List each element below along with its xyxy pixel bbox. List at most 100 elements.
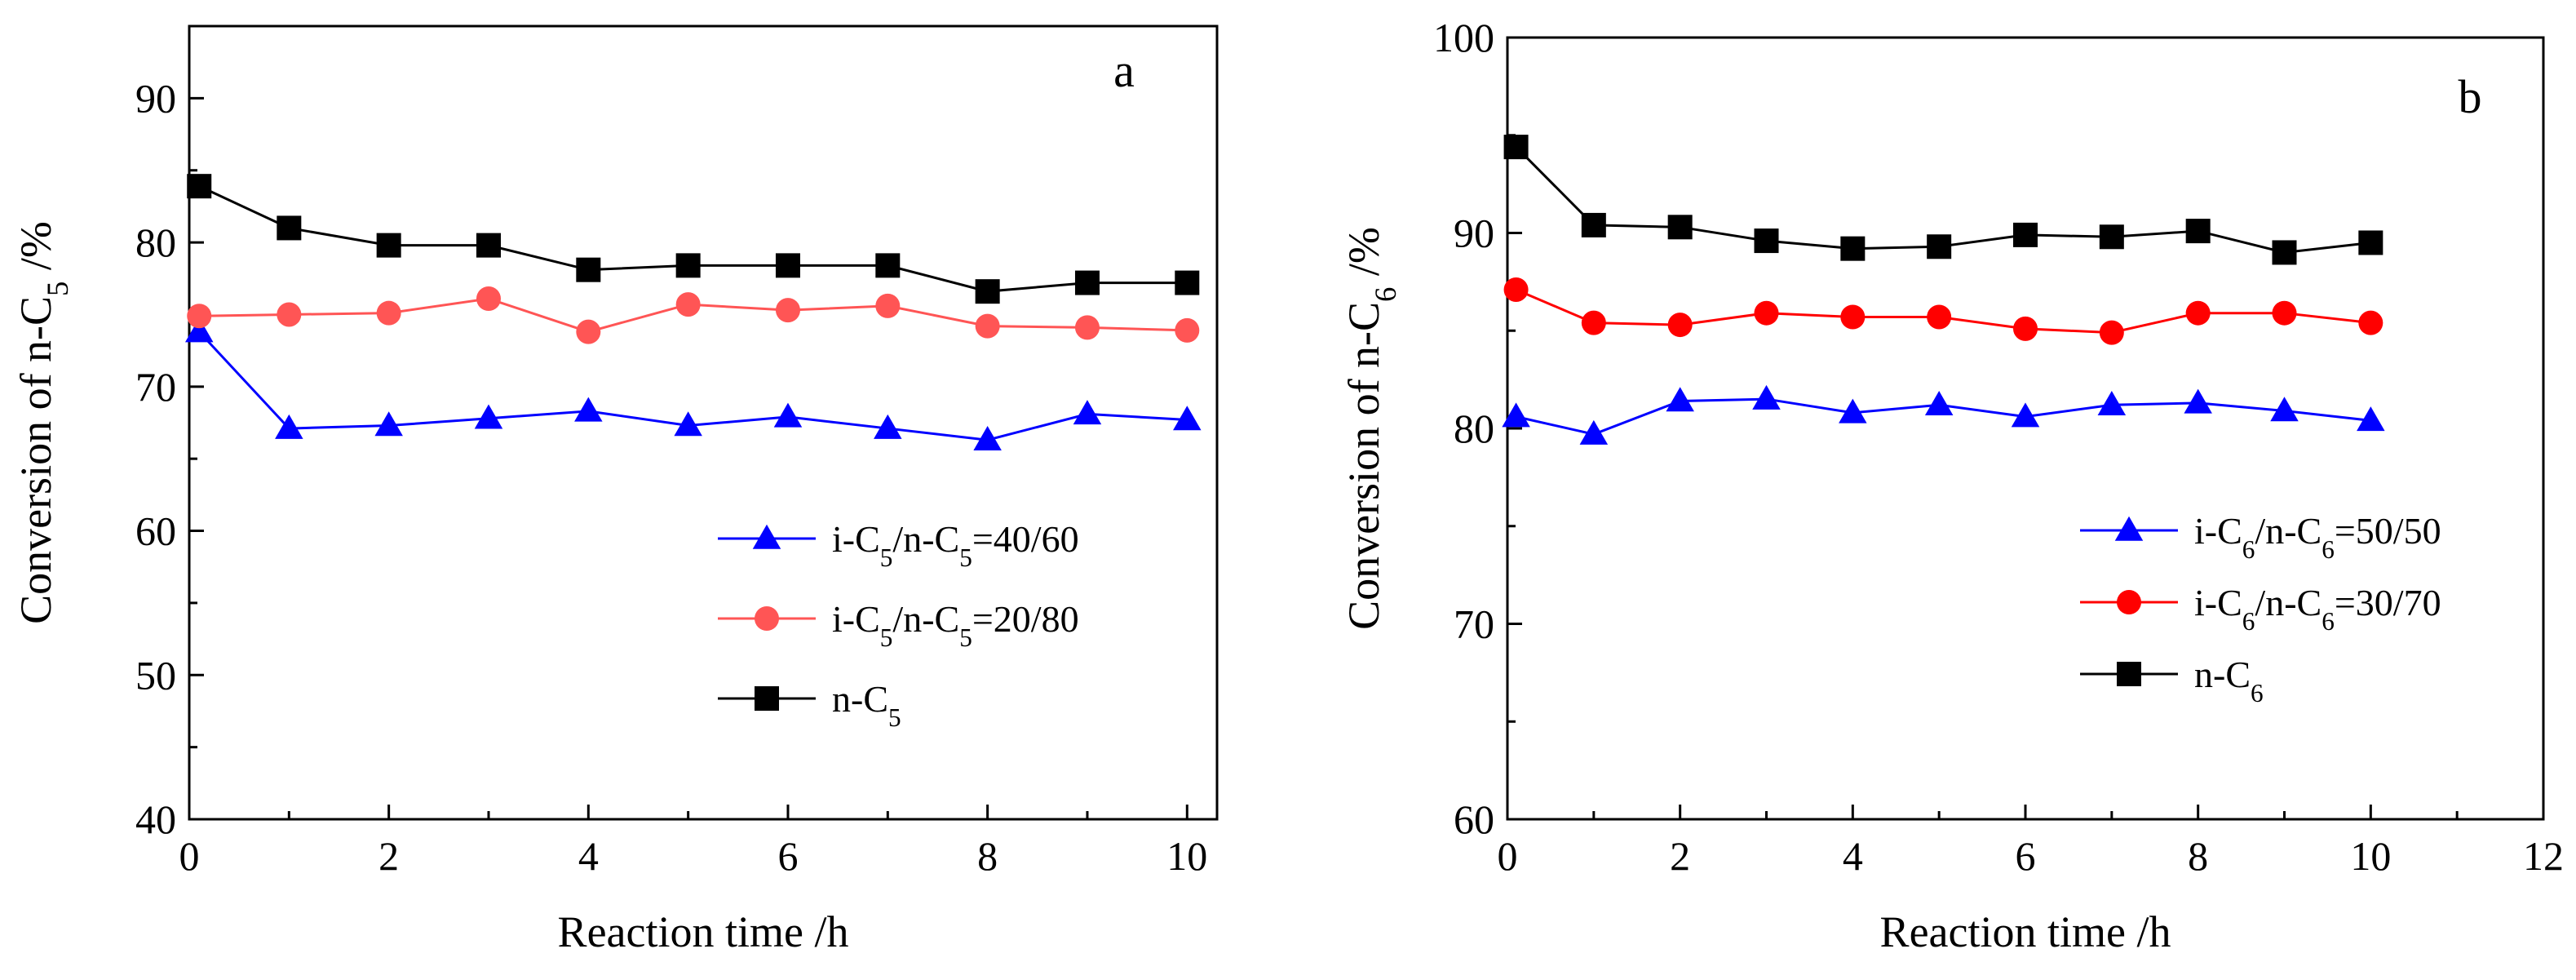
data-point-circle	[277, 302, 302, 327]
x-tick-label: 0	[179, 833, 200, 879]
plot-frame	[188, 24, 1219, 821]
legend-label: i-C5/n-C5=20/80	[832, 598, 1079, 652]
y-axis-title: Conversion of n-C6 /%	[1339, 227, 1402, 630]
y-tick-label: 60	[135, 508, 176, 554]
data-point-triangle	[2184, 388, 2212, 414]
data-point-square	[975, 279, 1000, 304]
data-point-triangle	[2357, 406, 2385, 432]
data-point-square	[476, 233, 501, 258]
panel-label: a	[1113, 44, 1135, 97]
x-tick-label: 2	[378, 833, 399, 879]
chart-panel-a: 0 2 4 6 8 10 40 50 60 70 80 90 Reaction time /h Conve…	[11, 24, 1219, 956]
legend-label: n-C6	[2194, 654, 2264, 707]
data-point-circle	[975, 313, 1000, 339]
data-point-square	[1927, 234, 1952, 259]
legend-marker	[752, 524, 781, 549]
data-point-triangle	[1839, 398, 1867, 423]
data-point-circle	[1581, 310, 1606, 335]
data-point-circle	[2013, 316, 2038, 341]
x-tick-label: 6	[2016, 833, 2036, 879]
x-tick-label: 6	[777, 833, 798, 879]
data-point-circle	[1667, 313, 1693, 338]
data-point-square	[187, 174, 212, 199]
y-tick-label: 80	[135, 220, 176, 265]
data-point-square	[2013, 222, 2038, 247]
data-point-circle	[187, 304, 212, 329]
legend-marker	[2117, 590, 2141, 614]
data-point-triangle	[973, 425, 1002, 450]
data-point-triangle	[674, 411, 702, 437]
legend-label: n-C5	[832, 678, 901, 732]
data-point-circle	[576, 319, 601, 344]
legend-marker	[2117, 662, 2141, 686]
y-axis-title: Conversion of n-C5 /%	[11, 221, 74, 624]
x-tick-label: 8	[977, 833, 998, 879]
data-point-triangle	[474, 404, 503, 429]
data-point-square	[2358, 230, 2383, 255]
data-point-circle	[1754, 300, 1779, 326]
y-tick-label: 90	[135, 75, 176, 121]
data-point-square	[2099, 224, 2124, 250]
data-point-triangle	[275, 414, 303, 439]
x-tick-label: 4	[1843, 833, 1863, 879]
y-tick-label: 50	[135, 652, 176, 698]
data-point-circle	[376, 300, 401, 326]
y-tick-label: 40	[135, 796, 176, 842]
data-point-triangle	[1924, 391, 1954, 416]
data-point-square	[1581, 212, 1606, 237]
data-point-circle	[2185, 300, 2211, 326]
x-tick-label: 4	[578, 833, 599, 879]
y-tick-label: 100	[1433, 15, 1494, 60]
legend-marker	[755, 606, 779, 631]
y-tick-label: 80	[1454, 406, 1494, 451]
data-point-square	[1074, 270, 1100, 295]
data-point-square	[576, 257, 601, 282]
legend-label: i-C6/n-C6=30/70	[2194, 582, 2441, 636]
legend-marker	[2114, 516, 2144, 541]
data-point-circle	[1927, 304, 1952, 330]
data-point-circle	[2099, 320, 2124, 345]
data-point-circle	[675, 292, 701, 317]
data-point-circle	[1074, 315, 1100, 340]
data-point-square	[1667, 215, 1693, 240]
data-point-triangle	[184, 317, 214, 343]
data-point-square	[2185, 219, 2211, 244]
data-point-circle	[1840, 304, 1866, 330]
data-point-square	[875, 253, 901, 278]
data-point-triangle	[1073, 400, 1102, 425]
data-point-triangle	[574, 397, 603, 422]
data-point-square	[376, 233, 401, 258]
x-axis-title: Reaction time /h	[1880, 907, 2171, 956]
data-point-triangle	[874, 414, 902, 439]
legend-label: i-C5/n-C5=40/60	[832, 518, 1079, 572]
x-axis-title: Reaction time /h	[558, 907, 849, 956]
data-point-triangle	[1579, 419, 1609, 445]
panel-label: b	[2459, 70, 2482, 123]
data-point-triangle	[1173, 406, 1202, 431]
data-point-square	[675, 253, 701, 278]
data-point-circle	[1503, 277, 1529, 302]
data-point-circle	[875, 293, 901, 318]
data-point-circle	[1175, 317, 1200, 343]
data-point-circle	[2358, 310, 2383, 335]
chart-panel-b: 0 2 4 6 8 10 12 60 70 80 90 100 Reaction time /h Conv…	[1339, 15, 2564, 956]
data-point-circle	[476, 286, 501, 312]
data-point-triangle	[2011, 402, 2040, 428]
data-point-circle	[2272, 300, 2297, 326]
legend-label: i-C6/n-C6=50/50	[2194, 510, 2441, 564]
legend: i-C5/n-C5=40/60 i-C5/n-C5=20/80 n-C5	[718, 518, 1079, 732]
legend: i-C6/n-C6=50/50 i-C6/n-C6=30/70 n-C6	[2080, 510, 2441, 707]
y-tick-label: 90	[1454, 211, 1494, 256]
data-point-triangle	[1502, 402, 1530, 428]
data-point-square	[277, 215, 302, 241]
y-tick-label: 70	[135, 364, 176, 410]
data-point-square	[775, 253, 800, 278]
data-point-circle	[775, 298, 800, 323]
data-point-square	[1175, 270, 1200, 295]
data-point-square	[1840, 236, 1866, 261]
y-tick-label: 60	[1454, 796, 1494, 842]
plot-frame	[1506, 36, 2545, 821]
x-tick-label: 2	[1670, 833, 1690, 879]
y-tick-label: 70	[1454, 601, 1494, 647]
